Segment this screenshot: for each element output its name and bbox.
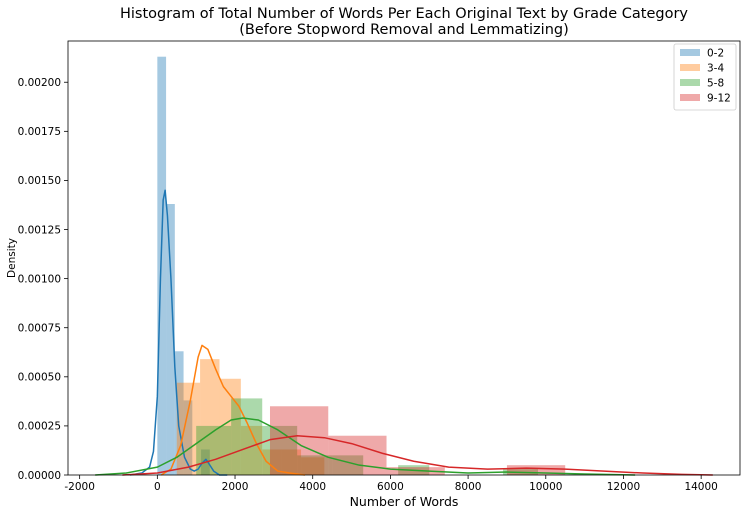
y-tick-label: 0.00150 — [18, 175, 61, 187]
kde-line-9-12 — [122, 434, 713, 476]
x-tick-label: 14000 — [684, 481, 717, 493]
x-tick-label: 10000 — [529, 481, 562, 493]
legend-label-5-8: 5-8 — [707, 78, 724, 90]
bar-0-2-1 — [166, 204, 175, 475]
bar-3-4-1 — [200, 359, 220, 475]
legend-swatch-5-8 — [680, 79, 700, 86]
x-axis-ticks: -2000 0 2000 4000 6000 8000 10000 12000 14000 — [64, 475, 718, 493]
bar-3-4-4 — [262, 449, 282, 475]
bar-5-8-2 — [262, 425, 298, 475]
plot-frame — [67, 40, 741, 476]
legend-box — [673, 43, 737, 111]
y-axis-label: Density — [6, 238, 18, 278]
y-tick-label: 0.00100 — [18, 273, 61, 285]
x-tick-label: 12000 — [607, 481, 640, 493]
kde-line-3-4 — [160, 344, 306, 476]
y-tick-label: 0.00050 — [18, 372, 61, 384]
y-tick-label: 0.00125 — [18, 224, 61, 236]
bar-0-2-3 — [183, 400, 193, 475]
y-tick-label: 0.00200 — [18, 77, 61, 89]
bar-5-8-3 — [297, 455, 333, 475]
bar-5-8-1 — [231, 398, 263, 475]
x-tick-label: -2000 — [64, 481, 95, 493]
bar-3-4-6 — [301, 457, 325, 475]
y-tick-label: 0.00175 — [18, 126, 61, 138]
x-axis-label: Number of Words — [350, 494, 459, 509]
legend-label-9-12: 9-12 — [707, 93, 731, 105]
y-axis-ticks: 0.00000 0.00025 0.00050 0.00075 0.00100 0.001… — [18, 77, 68, 482]
legend-label-3-4: 3-4 — [707, 63, 724, 75]
legend: 0-2 3-4 5-8 9-12 — [673, 43, 737, 111]
bar-9-12-3 — [506, 465, 566, 475]
x-tick-label: 0 — [154, 481, 161, 493]
bar-3-4-3 — [240, 425, 263, 475]
x-tick-label: 6000 — [377, 481, 404, 493]
x-tick-label: 8000 — [455, 481, 482, 493]
bar-9-12-1 — [328, 435, 387, 475]
y-tick-label: 0.00000 — [18, 470, 61, 482]
bar-0-2-0 — [157, 56, 167, 476]
bar-3-4-5 — [281, 449, 302, 475]
y-tick-label: 0.00025 — [18, 421, 61, 433]
legend-swatch-9-12 — [680, 94, 700, 101]
chart-title: Histogram of Total Number of Words Per E… — [120, 6, 688, 22]
x-tick-label: 4000 — [299, 481, 326, 493]
bar-3-4-0 — [176, 382, 201, 475]
legend-swatch-3-4 — [680, 64, 700, 71]
y-tick-label: 0.00075 — [18, 323, 61, 335]
kde-line-5-8 — [95, 417, 636, 476]
legend-swatch-0-2 — [680, 49, 700, 56]
bar-0-2-2 — [174, 351, 184, 475]
x-tick-label: 2000 — [222, 481, 249, 493]
bar-9-12-0 — [269, 406, 329, 475]
bar-5-8-0 — [196, 425, 232, 475]
legend-label-0-2: 0-2 — [707, 48, 724, 60]
kde-curves — [95, 189, 713, 476]
chart-subtitle: (Before Stopword Removal and Lemmatizing… — [239, 22, 569, 38]
